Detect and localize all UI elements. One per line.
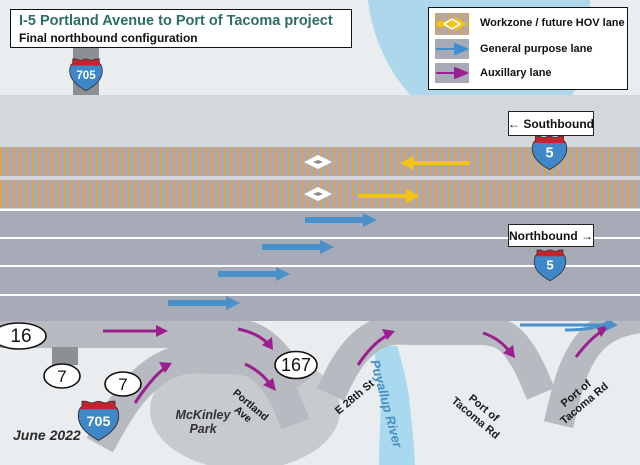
svg-text:5: 5	[546, 257, 553, 272]
svg-text:5: 5	[545, 145, 553, 161]
